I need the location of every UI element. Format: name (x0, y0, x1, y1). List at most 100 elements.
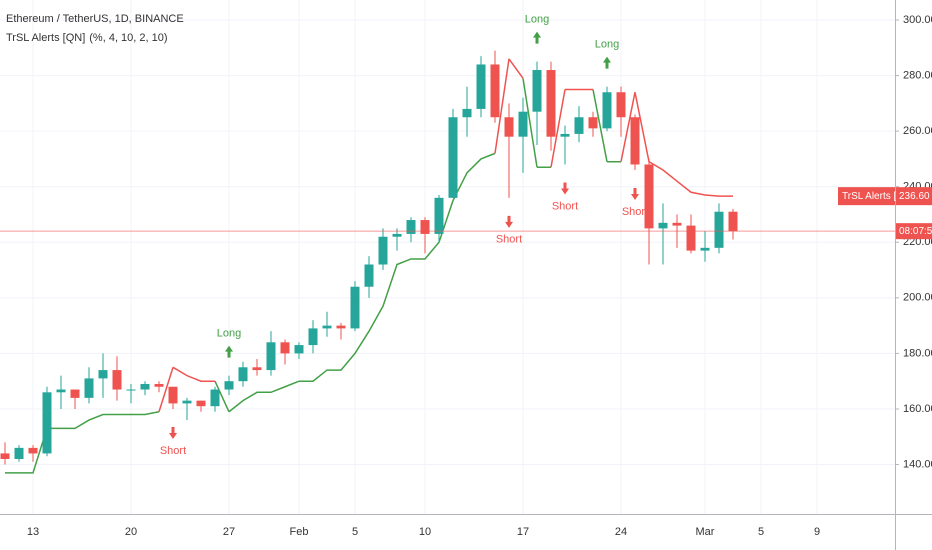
indicator-label: TrSL Alerts [QN] (842, 191, 914, 202)
y-tick-label: 200.00 (903, 292, 932, 304)
candle-body (462, 108, 472, 118)
signal-label: Long (217, 328, 241, 340)
signal-label: Short (622, 206, 648, 218)
candle-body (364, 264, 374, 287)
candle-body (350, 286, 360, 329)
stop-switch (592, 89, 608, 162)
signal-label: Long (525, 14, 549, 26)
candle-body (420, 220, 430, 234)
candle-body (42, 392, 52, 454)
y-tick-label: 220.00 (903, 236, 932, 248)
candle-body (56, 389, 66, 393)
signal-label: Short (496, 234, 522, 246)
candle-body (210, 389, 220, 407)
candle-body (574, 117, 584, 134)
candle-body (126, 389, 136, 391)
candle-body (14, 447, 24, 459)
stop-switch (214, 380, 230, 413)
signal-arrow (169, 426, 177, 439)
candle-body (630, 117, 640, 165)
y-tick-label: 280.00 (903, 69, 932, 81)
candle-body (504, 117, 514, 137)
candle-body (476, 64, 486, 109)
candle-body (392, 233, 402, 237)
candle-body (658, 222, 668, 229)
grid (0, 0, 899, 514)
signal-arrow (225, 345, 233, 358)
candle-body (28, 447, 38, 454)
x-tick-label: 13 (27, 526, 39, 538)
candle-body (672, 222, 682, 226)
candle-body (70, 389, 80, 398)
signal-label: Long (595, 39, 619, 51)
y-tick-label: 260.00 (903, 125, 932, 137)
candle-body (406, 220, 416, 234)
candle-body (84, 378, 94, 398)
candle-body (98, 370, 108, 379)
candle-body (280, 342, 290, 354)
candle-body (588, 117, 598, 129)
candle-body (700, 247, 710, 251)
long-stop-line (5, 152, 621, 474)
stop-switch (158, 367, 174, 412)
candle-body (238, 367, 248, 382)
candle-body (378, 236, 388, 265)
indicator-name-box (838, 187, 895, 206)
signal-arrow (505, 215, 513, 228)
chart-title: Ethereum / TetherUS, 1D, BINANCE (6, 13, 184, 25)
x-tick-label: Feb (290, 526, 309, 538)
candle-body (168, 386, 178, 404)
stop-switch (522, 78, 538, 168)
signal-label: Short (552, 200, 578, 212)
candle-body (224, 381, 234, 390)
signal-arrow (533, 31, 541, 44)
candle-body (294, 345, 304, 354)
indicator-params: (%, 4, 10, 2, 10) (89, 32, 167, 44)
candle-body (546, 70, 556, 137)
indicator-name: TrSL Alerts [QN] (6, 32, 85, 44)
x-tick-label: 27 (223, 526, 235, 538)
candle-body (308, 328, 318, 346)
candle-body (0, 453, 10, 459)
countdown-box (896, 223, 932, 240)
candle-body (322, 325, 332, 329)
x-tick-label: 5 (352, 526, 358, 538)
candle-body (448, 117, 458, 198)
candle-body (616, 92, 626, 118)
countdown: 08:07:58 (899, 226, 932, 237)
short-stop-line (172, 58, 733, 382)
indicator-value: 236.60 (899, 191, 930, 202)
candle-body (714, 211, 724, 248)
x-tick-label: 5 (758, 526, 764, 538)
x-tick-label: 9 (814, 526, 820, 538)
candle-body (728, 211, 738, 232)
candle-body (112, 370, 122, 390)
candle-body (196, 400, 206, 407)
plot: Short Long Short Long Short Long Short (0, 14, 895, 474)
y-tick-label: 140.00 (903, 458, 932, 470)
candle-body (252, 367, 262, 371)
x-tick-label: 17 (517, 526, 529, 538)
candle-body (336, 325, 346, 329)
candle-body (560, 133, 570, 137)
x-tick-label: Mar (696, 526, 715, 538)
y-tick-label: 180.00 (903, 347, 932, 359)
candle-body (644, 164, 654, 229)
x-tick-label: 24 (615, 526, 627, 538)
indicator-value-box (896, 187, 932, 206)
candle-body (154, 383, 164, 387)
stop-switch (494, 58, 510, 154)
candle-body (434, 197, 444, 234)
candle-body (140, 383, 150, 390)
candle-body (266, 342, 276, 371)
candle-body (686, 225, 696, 251)
y-tick-label: 300.00 (903, 14, 932, 26)
signal-label: Short (160, 445, 186, 457)
candle-body (602, 92, 612, 129)
signal-arrow (561, 182, 569, 195)
x-tick-label: 20 (125, 526, 137, 538)
candle-body (490, 64, 500, 118)
signal-arrow (603, 56, 611, 69)
